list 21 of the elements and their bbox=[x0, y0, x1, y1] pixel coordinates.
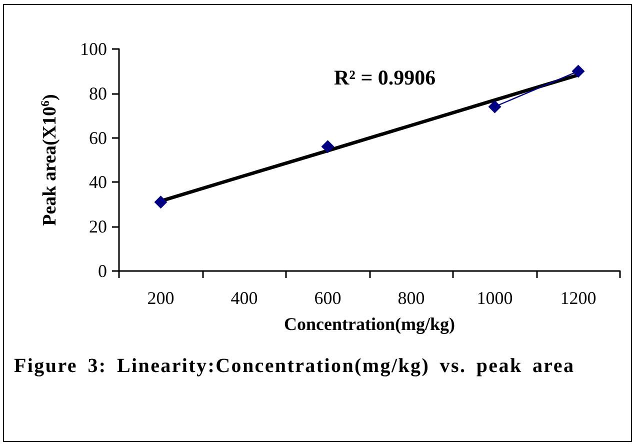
y-tick-label: 80 bbox=[89, 83, 107, 104]
point bbox=[572, 64, 585, 78]
y-axis-title: Peak area(X106) bbox=[38, 94, 60, 226]
y-tick-label: 20 bbox=[89, 216, 107, 237]
y-tick-label: 100 bbox=[80, 39, 107, 59]
frame: R² = 0.9906 Peak area(X106) Concentration(mg/kg) 0 20 40 60 80 100 200 400 600 800 1000 1200 Figure 3: Linearity:Concentration(mg/kg) vs. peak area bbox=[3, 4, 632, 442]
x-tick-label: 1200 bbox=[560, 288, 596, 308]
y-tick-label: 60 bbox=[89, 128, 107, 148]
point bbox=[154, 196, 168, 209]
point bbox=[321, 140, 334, 154]
x-tick-label: 1000 bbox=[476, 288, 513, 308]
x-axis-title: Concentration(mg/kg) bbox=[284, 314, 455, 334]
x-tick-label: 200 bbox=[147, 288, 174, 308]
point bbox=[488, 100, 502, 114]
annotation: R² = 0.9906 bbox=[334, 66, 436, 90]
y-tick-label: 40 bbox=[89, 172, 107, 192]
x-tick-label: 800 bbox=[398, 288, 425, 308]
text: Figure 3: Linearity:Concentration(mg/kg) vs. peak area bbox=[14, 354, 576, 379]
x-tick-label: 400 bbox=[230, 288, 258, 308]
y-tick-label: 0 bbox=[98, 261, 107, 281]
x-tick-label: 600 bbox=[314, 288, 342, 308]
